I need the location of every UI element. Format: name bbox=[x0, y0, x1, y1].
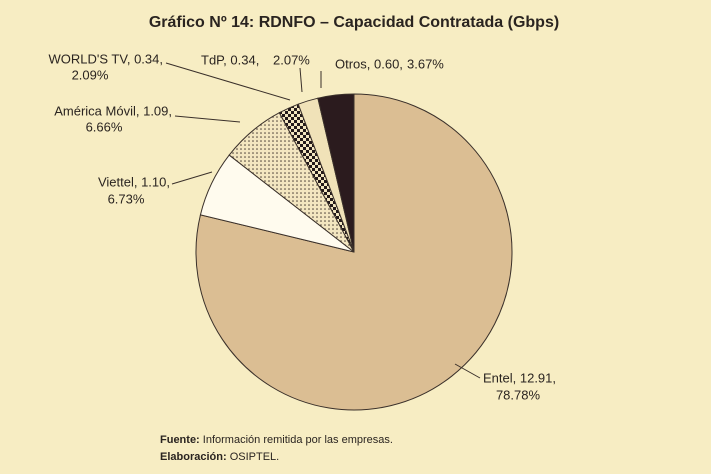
source-text: Información remitida por las empresas. bbox=[203, 434, 393, 446]
pie-slice bbox=[317, 93, 355, 253]
slice-label: WORLD'S TV, 0.34, bbox=[49, 51, 163, 66]
leader-line bbox=[299, 67, 303, 93]
source-label: Fuente: bbox=[160, 434, 200, 446]
source: Fuente: Información remitida por las emp… bbox=[160, 434, 393, 446]
slice-value-label: 2.09% bbox=[72, 67, 109, 82]
slice-label: Entel, 12.91, bbox=[483, 370, 556, 385]
slice-label: Otros, 0.60, bbox=[335, 56, 403, 71]
slice-label: TdP, 0.34, bbox=[201, 52, 259, 67]
slice-label: Viettel, 1.10, bbox=[98, 174, 170, 189]
leader-line bbox=[174, 115, 241, 123]
slice-value-label: 3.67% bbox=[407, 56, 444, 71]
credit-label: Elaboración: bbox=[160, 451, 227, 463]
slice-value-label: 6.73% bbox=[108, 191, 145, 206]
slice-label: América Móvil, 1.09, bbox=[54, 103, 172, 118]
credit-text: OSIPTEL. bbox=[230, 451, 280, 463]
credit: Elaboración: OSIPTEL. bbox=[160, 451, 279, 463]
leader-line bbox=[454, 363, 481, 379]
slice-value-label: 2.07% bbox=[273, 52, 310, 67]
leader-line bbox=[165, 62, 291, 101]
leader-line bbox=[171, 171, 213, 185]
chart-title: Gráfico Nº 14: RDNFO – Capacidad Contrat… bbox=[149, 14, 559, 31]
slice-value-label: 6.66% bbox=[86, 119, 123, 134]
slice-value-label: 78.78% bbox=[496, 387, 541, 402]
